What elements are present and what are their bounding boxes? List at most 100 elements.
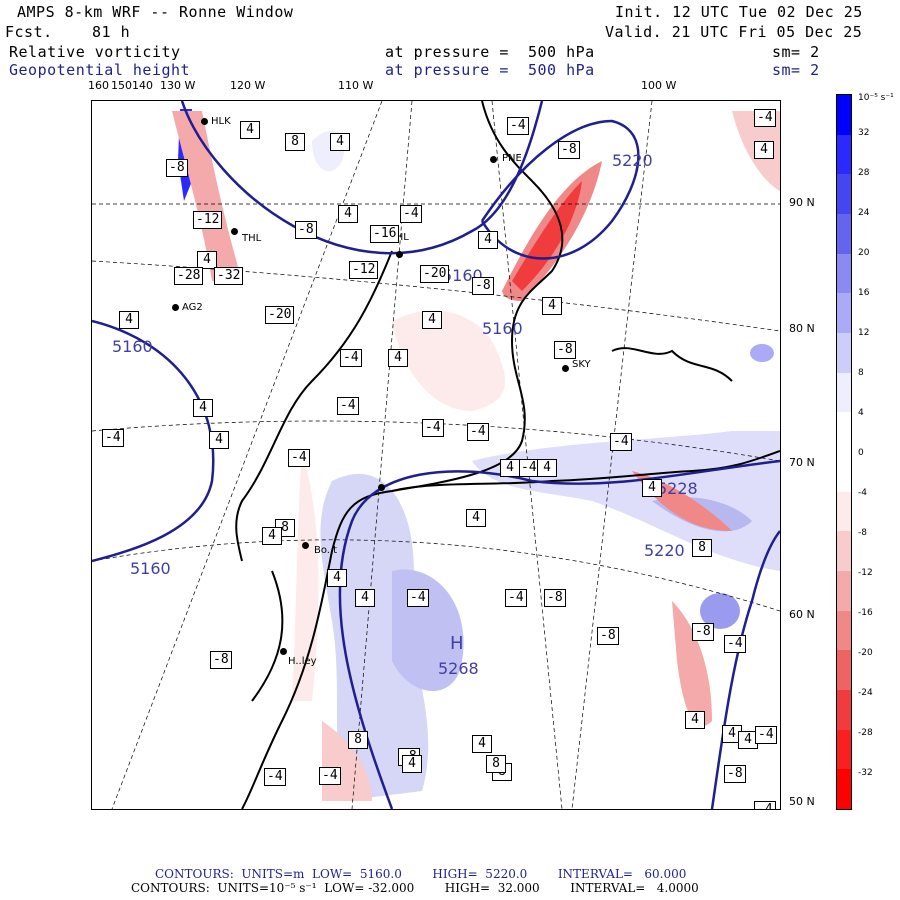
- vorticity-contour-label: 4: [119, 311, 139, 329]
- colorbar-tick-label: -8: [858, 528, 867, 538]
- colorbar-segment: [837, 134, 851, 175]
- vorticity-contour-label: -8: [597, 627, 619, 645]
- vorticity-contour-label: -4: [755, 726, 777, 744]
- colorbar-tick-label: -12: [858, 568, 873, 578]
- colorbar-tick-label: -20: [858, 648, 873, 658]
- vorticity-contour-label: -8: [166, 159, 188, 177]
- vorticity-contour-label: -20: [265, 306, 295, 324]
- colorbar-tick-label: 32: [858, 128, 870, 138]
- colorbar-tick-label: 8: [858, 368, 864, 378]
- vorticity-contour-label: 4: [754, 141, 774, 159]
- vorticity-contour-label: 4: [472, 735, 492, 753]
- vorticity-contour-label: 4: [388, 349, 408, 367]
- vorticity-contour-label: 8: [486, 755, 506, 773]
- colorbar-segment: [837, 95, 851, 135]
- vorticity-contour-label: 8: [285, 133, 305, 151]
- vorticity-contour-label: -8: [558, 141, 580, 159]
- station-label: SKY: [572, 359, 591, 370]
- vorticity-contour-label: -4: [288, 449, 310, 467]
- colorbar-segment: [837, 451, 851, 492]
- footer-height-contours: CONTOURS: UNITS=m LOW= 5160.0 HIGH= 5220…: [155, 867, 687, 881]
- colorbar-segment: [837, 293, 851, 333]
- vorticity-contour-label: -8: [724, 765, 746, 783]
- lon-label: 100 W: [641, 79, 677, 92]
- station-label: AG2: [182, 302, 203, 313]
- vorticity-contour-label: -32: [214, 267, 244, 285]
- vorticity-contour-label: -4: [505, 589, 527, 607]
- vorticity-contour-label: 4: [327, 569, 347, 587]
- station-dot: [302, 542, 309, 549]
- station-label: PNE: [502, 153, 522, 164]
- colorbar-tick-label: -16: [858, 608, 873, 618]
- high-pressure-symbol: H: [450, 633, 464, 654]
- vorticity-contour-label: 4: [542, 297, 562, 315]
- field2-level: at pressure = 500 hPa: [385, 61, 595, 79]
- vorticity-contour-label: -4: [422, 419, 444, 437]
- vorticity-contour-label: -4: [407, 589, 429, 607]
- field2-smoothing: sm= 2: [772, 61, 820, 79]
- colorbar-segment: [837, 689, 851, 730]
- colorbar-tick-label: -4: [858, 488, 867, 498]
- height-label: 5160: [482, 319, 523, 338]
- colorbar: [836, 94, 852, 810]
- vorticity-contour-label: -4: [340, 349, 362, 367]
- lat-label: 90 N: [789, 196, 815, 209]
- colorbar-segment: [837, 253, 851, 294]
- init-time: Init. 12 UTC Tue 02 Dec 25: [615, 3, 863, 21]
- vorticity-contour-label: 4: [685, 711, 705, 729]
- vorticity-contour-label: 4: [500, 459, 520, 477]
- colorbar-segment: [837, 650, 851, 690]
- lon-label: 160: [88, 79, 109, 92]
- height-label: 5220: [644, 541, 685, 560]
- valid-time: Valid. 21 UTC Fri 05 Dec 25: [605, 23, 863, 41]
- vorticity-contour-label: 4: [466, 509, 486, 527]
- field1-level: at pressure = 500 hPa: [385, 43, 595, 61]
- vorticity-contour-label: 4: [197, 251, 217, 269]
- vorticity-contour-label: 8: [692, 539, 712, 557]
- station-label: HLK: [211, 116, 231, 127]
- colorbar-tick-label: 16: [858, 288, 870, 298]
- station-label: THL: [242, 233, 262, 244]
- colorbar-tick-label: -32: [858, 768, 873, 778]
- height-label: 5160: [112, 337, 153, 356]
- field2-name: Geopotential height: [9, 61, 191, 79]
- vorticity-contour-label: -4: [102, 429, 124, 447]
- colorbar-segment: [837, 372, 851, 413]
- colorbar-segment: [837, 332, 851, 373]
- vorticity-contour-label: -20: [420, 265, 450, 283]
- vorticity-contour-label: -4: [724, 635, 746, 653]
- vorticity-contour-label: 4: [240, 121, 260, 139]
- station-dot: [562, 365, 569, 372]
- vorticity-contour-label: -4: [264, 768, 286, 786]
- lon-label: 140: [132, 79, 153, 92]
- vorticity-contour-label: -4: [319, 767, 341, 785]
- colorbar-segment: [837, 531, 851, 571]
- colorbar-tick-label: 4: [858, 408, 864, 418]
- map-canvas: [92, 101, 780, 809]
- height-label: 5160: [130, 559, 171, 578]
- field1-smoothing: sm= 2: [772, 43, 820, 61]
- vorticity-contour-label: -4: [507, 117, 529, 135]
- vorticity-contour-label: 4: [478, 231, 498, 249]
- station-dot: [396, 251, 403, 258]
- vorticity-contour-label: -4: [337, 397, 359, 415]
- vorticity-contour-label: -4: [400, 205, 422, 223]
- vorticity-contour-label: -12: [193, 211, 223, 229]
- lon-label: 130 W: [160, 79, 196, 92]
- colorbar-tick-label: -28: [858, 728, 873, 738]
- height-label: 5220: [612, 151, 653, 170]
- vorticity-contour-label: 4: [338, 205, 358, 223]
- vorticity-contour-label: -8: [544, 589, 566, 607]
- station-dot: [490, 156, 497, 163]
- vorticity-contour-label: 8: [348, 731, 368, 749]
- vorticity-contour-label: -16: [370, 225, 400, 243]
- vorticity-contour-label: 4: [330, 133, 350, 151]
- colorbar-segment: [837, 174, 851, 214]
- station-label: Bo..t: [314, 545, 338, 556]
- vorticity-contour-label: -8: [295, 221, 317, 239]
- coastline: [235, 101, 780, 809]
- vorticity-contour-label: 4: [402, 755, 422, 773]
- vorticity-contour-label: -28: [174, 267, 204, 285]
- colorbar-tick-label: -24: [858, 688, 873, 698]
- vorticity-contour-label: -8: [692, 623, 714, 641]
